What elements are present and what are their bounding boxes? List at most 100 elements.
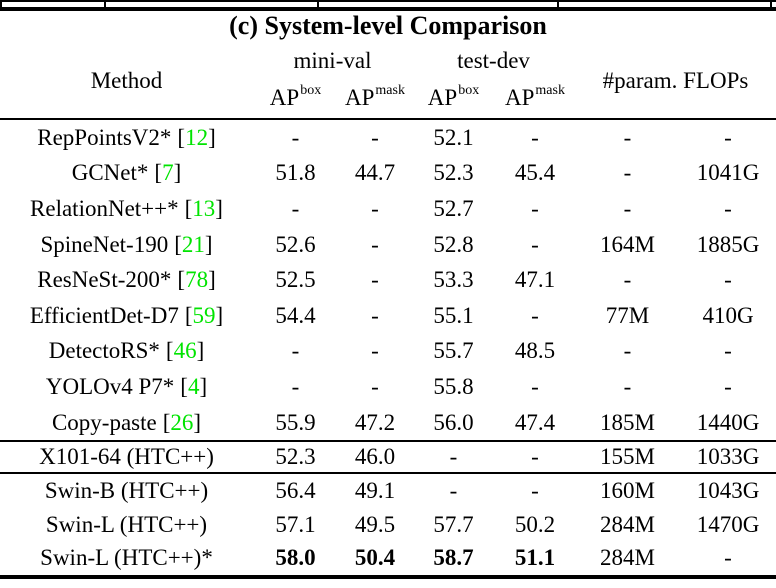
method-cell: ResNeSt-200*[78]	[0, 262, 253, 298]
method-cell: Swin-B (HTC++)	[0, 474, 253, 508]
ap-value-cell: -	[449, 478, 458, 504]
ap-value-cell: 55.9	[275, 409, 316, 435]
flops-value-cell: 410G	[702, 302, 754, 328]
method-name: RepPointsV2*	[37, 124, 172, 150]
citation-close-bracket: ]	[199, 373, 208, 399]
params-value-cell: -	[623, 195, 632, 221]
ap-value-cell: 57.7	[433, 511, 474, 537]
table-header: Method mini-val test-dev #param. FLOPs A…	[0, 44, 776, 120]
table-row: Swin-L (HTC++) 57.1 49.5 57.7 50.2 284M 1470G	[0, 508, 776, 542]
citation-open-bracket: [	[174, 231, 182, 257]
table-row: RepPointsV2*[12] - - 52.1 - - -	[0, 120, 776, 156]
table-row: X101-64 (HTC++) 52.3 46.0 - - 155M 1033G	[0, 442, 776, 472]
method-cell: YOLOv4 P7*[4]	[0, 369, 253, 405]
prev-table-column-stub	[104, 0, 106, 9]
method-name: GCNet*	[71, 160, 149, 186]
params-value-cell: 160M	[600, 478, 655, 504]
table-caption: (c) System-level Comparison	[229, 11, 547, 40]
ap-value-cell: -	[291, 195, 300, 221]
citation-open-bracket: [	[180, 373, 188, 399]
ap-value-cell: 52.3	[275, 444, 316, 470]
method-name: ResNeSt-200*	[37, 267, 172, 293]
ap-value-cell: 49.1	[354, 478, 396, 504]
citation-number: 59	[192, 302, 216, 328]
ap-value-cell: -	[531, 478, 539, 504]
ap-value-cell: 54.4	[275, 302, 316, 328]
table-row: ResNeSt-200*[78] 52.5 - 53.3 47.1 - -	[0, 262, 776, 298]
method-cell: EfficientDet-D7[59]	[0, 298, 253, 334]
citation-open-bracket: [	[177, 124, 186, 150]
ap-value-cell: 49.5	[354, 511, 396, 537]
ap-value-cell: -	[371, 124, 379, 150]
ap-value-cell: 55.7	[433, 338, 474, 364]
ap-value-cell: -	[371, 267, 379, 293]
section-baseline: X101-64 (HTC++) 52.3 46.0 - - 155M 1033G	[0, 442, 776, 475]
flops-value-cell: -	[724, 373, 732, 399]
params-value-cell: -	[623, 160, 632, 186]
table-row: Swin-L (HTC++)* 58.0 50.4 58.7 51.1 284M -	[0, 541, 776, 575]
flops-value-cell: -	[724, 338, 732, 364]
ap-value-cell: -	[531, 195, 539, 221]
prev-table-column-stub	[557, 0, 559, 9]
ap-value-cell: 48.5	[514, 338, 556, 364]
citation-number: 13	[192, 195, 216, 221]
ap-value-cell: -	[531, 444, 539, 470]
ap-value-cell: -	[371, 302, 379, 328]
citation-close-bracket: ]	[204, 231, 213, 257]
ap-value-cell: 58.7	[433, 545, 474, 571]
table-row: DetectoRS*[46] - - 55.7 48.5 - -	[0, 334, 776, 370]
ap-value-cell: 58.0	[275, 545, 316, 571]
citation-open-bracket: [	[184, 195, 193, 221]
ap-value-cell: -	[371, 195, 379, 221]
method-cell: SpineNet-190[21]	[0, 227, 253, 263]
flops-value-cell: 1033G	[696, 444, 760, 470]
citation-open-bracket: [	[184, 302, 193, 328]
citation-number: 21	[181, 231, 205, 257]
ap-value-cell: 47.4	[514, 409, 556, 435]
method-cell: RepPointsV2*[12]	[0, 120, 253, 156]
ap-value-cell: -	[449, 444, 458, 470]
method-name: DetectoRS*	[48, 338, 160, 364]
citation-number: 4	[187, 373, 200, 399]
params-value-cell: 164M	[600, 231, 655, 257]
ap-value-cell: -	[531, 124, 539, 150]
ap-value-cell: 52.3	[433, 160, 474, 186]
table-row: EfficientDet-D7[59] 54.4 - 55.1 - 77M 410G	[0, 298, 776, 334]
section-prior-systems: RepPointsV2*[12] - -52.1- - - GCNet*[7] 51.…	[0, 120, 776, 443]
citation-number: 46	[173, 338, 197, 364]
ap-value-cell: 57.1	[275, 511, 316, 537]
citation-open-bracket: [	[154, 160, 163, 186]
table-row: Swin-B (HTC++) 56.4 49.1 - - 160M 1043G	[0, 474, 776, 508]
method-cell: Copy-paste[26]	[0, 405, 253, 441]
prev-table-column-stub	[0, 0, 2, 9]
ap-value-cell: -	[291, 124, 300, 150]
citation-open-bracket: [	[165, 338, 174, 364]
ap-value-cell: 47.2	[354, 409, 396, 435]
col-header-ap-box-testdev: AP box	[427, 82, 480, 110]
method-name: Copy-paste	[51, 409, 157, 435]
params-value-cell: 77M	[605, 302, 650, 328]
params-value-cell: -	[623, 267, 632, 293]
params-value-cell: -	[623, 124, 632, 150]
ap-value-cell: 50.2	[514, 511, 556, 537]
prev-table-column-stub	[770, 0, 772, 9]
flops-value-cell: 1470G	[696, 511, 760, 537]
col-header-params-flops: #param. FLOPs	[602, 68, 749, 93]
ap-value-cell: -	[371, 231, 379, 257]
flops-value-cell: 1043G	[696, 478, 760, 504]
ap-value-cell: 53.3	[433, 267, 474, 293]
ap-value-cell: 56.0	[433, 409, 474, 435]
prev-table-bottom-rule	[0, 7, 776, 11]
ap-value-cell: 51.8	[275, 160, 316, 186]
ap-value-cell: 46.0	[354, 444, 396, 470]
section-swin: Swin-B (HTC++) 56.4 49.1 - - 160M 1043G Swin-…	[0, 474, 776, 579]
method-name: SpineNet-190	[40, 231, 169, 257]
params-value-cell: 284M	[600, 545, 655, 571]
method-cell: Swin-L (HTC++)*	[0, 541, 253, 575]
col-group-mini-val: mini-val	[293, 47, 372, 73]
flops-value-cell: 1885G	[696, 231, 760, 257]
citation-close-bracket: ]	[196, 338, 205, 364]
params-value-cell: -	[623, 338, 632, 364]
method-name: Swin-B (HTC++)	[44, 478, 209, 504]
